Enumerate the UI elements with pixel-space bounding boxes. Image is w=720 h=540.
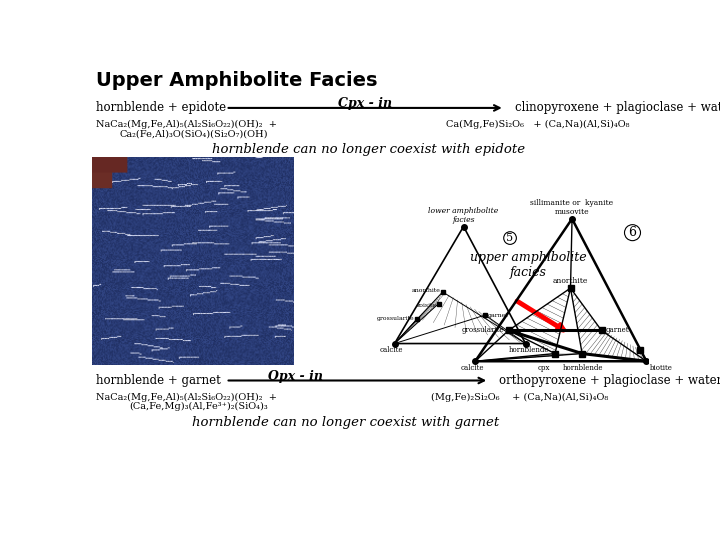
- Text: Cpx - in: Cpx - in: [338, 97, 392, 110]
- Text: sillimanite or  kyanite
musovite: sillimanite or kyanite musovite: [531, 199, 613, 217]
- Text: hornblende + epidote: hornblende + epidote: [96, 102, 226, 114]
- Text: hornblende can no longer coexist with epidote: hornblende can no longer coexist with ep…: [212, 143, 526, 157]
- Text: (Mg,Fe)₂Si₂O₆    + (Ca,Na)(Al,Si)₄O₈: (Mg,Fe)₂Si₂O₆ + (Ca,Na)(Al,Si)₄O₈: [431, 393, 608, 402]
- Text: 5: 5: [506, 233, 513, 243]
- Text: hornblende + garnet: hornblende + garnet: [96, 374, 221, 387]
- Text: Opx - in: Opx - in: [268, 370, 323, 383]
- Text: calcite: calcite: [461, 363, 485, 372]
- Text: clinopyroxene + plagioclase + water: clinopyroxene + plagioclase + water: [515, 102, 720, 114]
- Text: grossularite: grossularite: [377, 316, 414, 321]
- Text: Ca₂(Fe,Al)₃O(SiO₄)(Si₂O₇)(OH): Ca₂(Fe,Al)₃O(SiO₄)(Si₂O₇)(OH): [120, 130, 268, 138]
- Text: upper amphibolite
facies: upper amphibolite facies: [469, 251, 586, 279]
- Text: Upper Amphibolite Facies: Upper Amphibolite Facies: [96, 71, 378, 90]
- Text: zoisite: zoisite: [416, 302, 436, 308]
- Text: cpx: cpx: [537, 363, 550, 372]
- Text: garnet: garnet: [606, 327, 629, 334]
- Text: NaCa₂(Mg,Fe,Al)₅(Al₂Si₆O₂₂)(OH)₂  +: NaCa₂(Mg,Fe,Al)₅(Al₂Si₆O₂₂)(OH)₂ +: [96, 393, 277, 402]
- Text: hornblende can no longer coexist with garnet: hornblende can no longer coexist with ga…: [192, 416, 500, 429]
- Text: lower amphibolite
facies: lower amphibolite facies: [428, 207, 499, 224]
- Text: (Ca,Fe,Mg)₃(Al,Fe³⁺)₂(SiO₄)₃: (Ca,Fe,Mg)₃(Al,Fe³⁺)₂(SiO₄)₃: [129, 402, 268, 411]
- Text: 6: 6: [629, 226, 636, 239]
- Text: hornblende: hornblende: [563, 363, 603, 372]
- Text: NaCa₂(Mg,Fe,Al)₅(Al₂Si₆O₂₂)(OH)₂  +: NaCa₂(Mg,Fe,Al)₅(Al₂Si₆O₂₂)(OH)₂ +: [96, 120, 277, 130]
- Text: Ca(Mg,Fe)Si₂O₆   + (Ca,Na)(Al,Si)₄O₈: Ca(Mg,Fe)Si₂O₆ + (Ca,Na)(Al,Si)₄O₈: [446, 120, 630, 130]
- Text: garnet: garnet: [487, 313, 508, 318]
- Text: biotite: biotite: [649, 363, 672, 372]
- Text: calcite: calcite: [379, 346, 403, 354]
- Text: grossularite: grossularite: [462, 327, 505, 334]
- Text: orthopyroxene + plagioclase + water: orthopyroxene + plagioclase + water: [499, 374, 720, 387]
- Text: anorthite: anorthite: [553, 277, 588, 285]
- Text: anorthite: anorthite: [411, 288, 441, 293]
- Text: hornblende: hornblende: [508, 346, 549, 354]
